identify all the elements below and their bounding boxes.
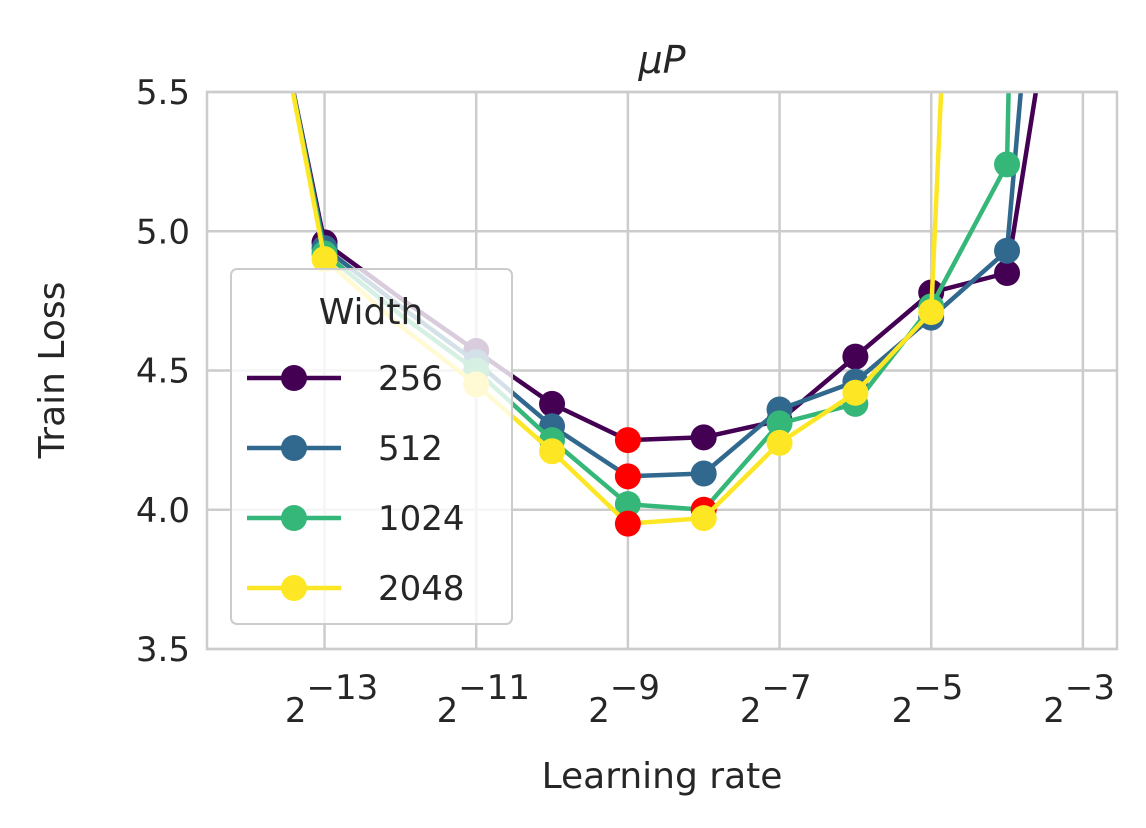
x-tick-exponent: −13	[307, 668, 379, 708]
x-tick-label: 2−9	[588, 668, 660, 731]
x-tick-base: 2	[892, 691, 914, 731]
data-point	[994, 260, 1021, 287]
legend-label-256: 256	[378, 359, 443, 399]
x-tick-label: 2−13	[285, 668, 378, 731]
data-point	[614, 491, 641, 518]
data-point	[539, 438, 566, 465]
x-tick-exponent: −7	[762, 668, 812, 708]
y-tick-label: 5.5	[136, 73, 190, 113]
legend-marker-1024	[281, 505, 307, 531]
y-tick-label: 4.0	[136, 491, 190, 531]
x-tick-labels: 2−132−112−92−72−52−3	[285, 668, 1115, 731]
legend-box	[230, 268, 513, 625]
y-axis-label: Train Loss	[32, 282, 73, 460]
x-axis-label: Learning rate	[542, 756, 783, 797]
legend-label-512: 512	[378, 429, 443, 469]
legend-marker-256	[281, 365, 307, 391]
optimum-marker	[614, 427, 641, 454]
y-tick-labels: 3.5 4.0 4.5 5.0 5.5	[136, 73, 190, 670]
data-point	[842, 379, 869, 406]
data-point	[539, 390, 566, 417]
data-point	[918, 299, 945, 326]
data-point	[994, 237, 1021, 264]
data-point	[690, 505, 717, 532]
x-tick-exponent: −3	[1065, 668, 1115, 708]
data-point	[842, 343, 869, 370]
y-tick-label: 3.5	[136, 630, 190, 670]
x-tick-label: 2−7	[740, 668, 812, 731]
x-tick-base: 2	[285, 691, 307, 731]
data-point	[690, 424, 717, 451]
x-tick-label: 2−5	[892, 668, 964, 731]
data-point	[994, 151, 1021, 178]
plot-frame	[205, 90, 1119, 651]
x-tick-base: 2	[588, 691, 610, 731]
optimum-marker	[614, 463, 641, 490]
data-point	[311, 246, 338, 273]
legend-label-2048: 2048	[378, 569, 465, 609]
data-point	[766, 410, 793, 437]
x-tick-exponent: −11	[458, 668, 530, 708]
y-tick-label: 4.5	[136, 352, 190, 392]
x-tick-label: 2−11	[437, 668, 530, 731]
data-point	[766, 429, 793, 456]
legend-title: Width	[319, 292, 424, 333]
legend-marker-512	[281, 435, 307, 461]
x-tick-exponent: −5	[913, 668, 963, 708]
x-tick-label: 2−3	[1043, 668, 1115, 731]
legend-label-1024: 1024	[378, 499, 465, 539]
x-tick-base: 2	[437, 691, 459, 731]
x-tick-exponent: −9	[610, 668, 660, 708]
legend: Width 256 512 1024 2048	[230, 268, 513, 625]
optimum-marker	[614, 510, 641, 537]
chart-title: μP	[637, 38, 685, 82]
y-tick-label: 5.0	[136, 212, 190, 252]
data-point	[690, 460, 717, 487]
x-tick-base: 2	[1043, 691, 1065, 731]
x-tick-base: 2	[740, 691, 762, 731]
legend-marker-2048	[281, 575, 307, 601]
